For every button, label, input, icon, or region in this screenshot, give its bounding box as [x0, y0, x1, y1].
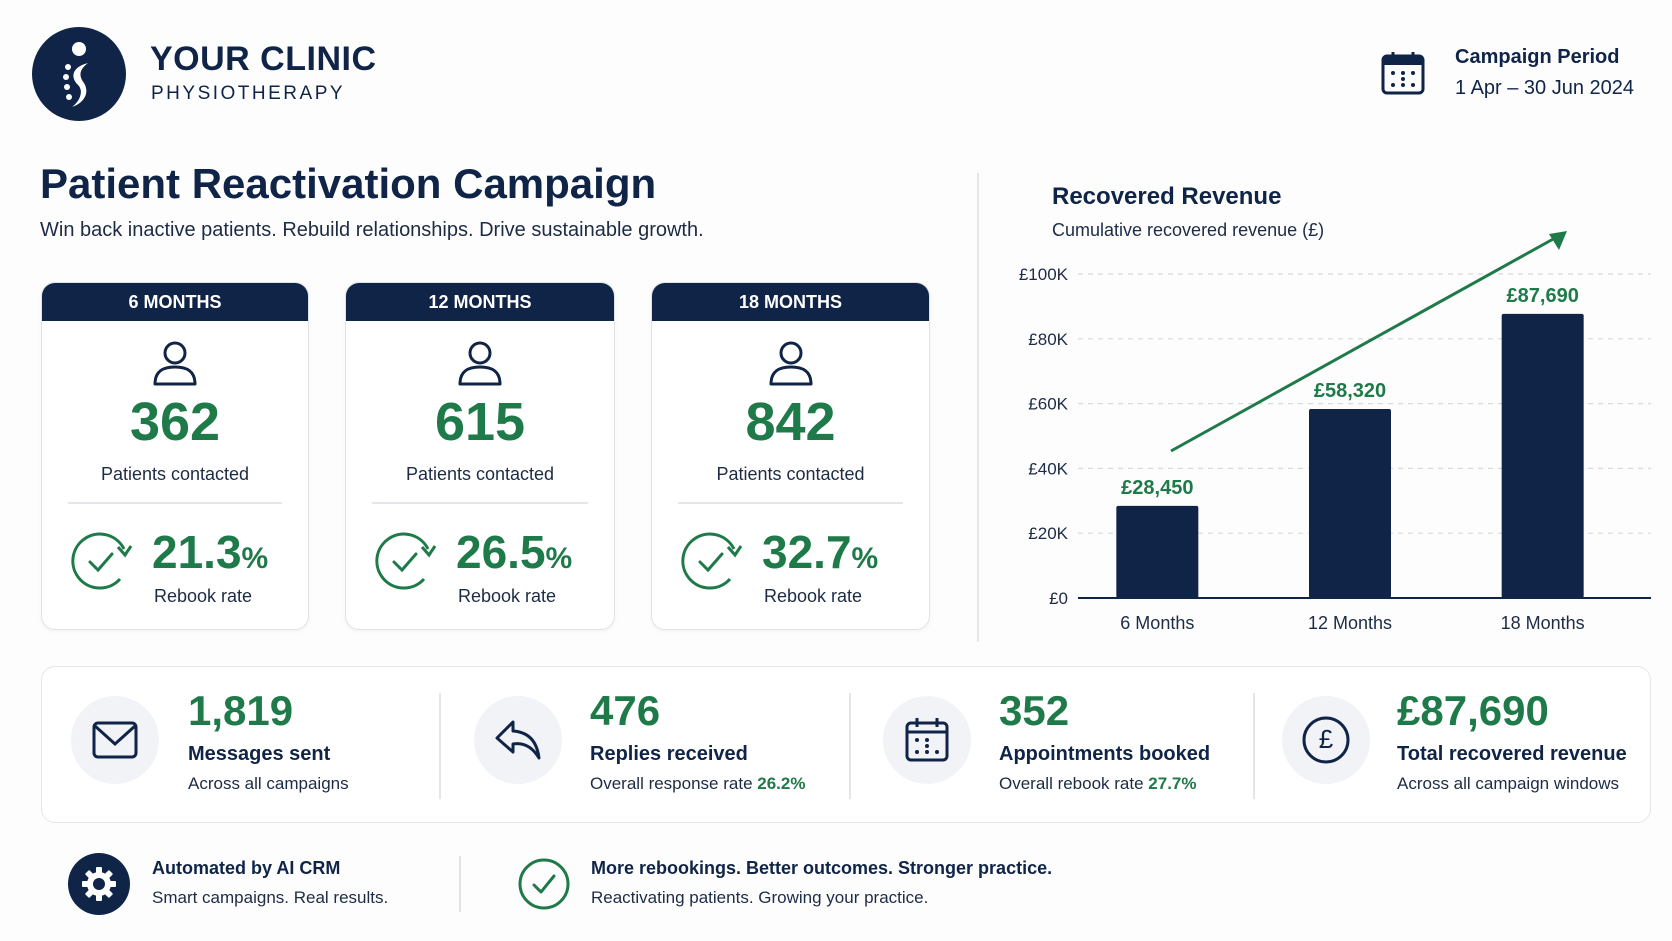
page-subtitle: Win back inactive patients. Rebuild rela… — [40, 219, 704, 241]
card-divider — [68, 502, 282, 504]
patients-contacted-label: Patients contacted — [100, 464, 250, 484]
stat-value: 476 — [590, 687, 661, 734]
stat-subtext: Across all campaigns — [188, 774, 349, 793]
rebook-rate-label: Rebook rate — [458, 586, 557, 606]
calendar-icon — [1380, 50, 1426, 101]
trend-arrow-line — [1170, 236, 1556, 453]
stat-label: Appointments booked — [999, 743, 1211, 765]
stat-divider — [1253, 693, 1255, 799]
patients-contacted-count: 362 — [129, 392, 221, 452]
summary-stats-panel: 1,819 Messages sent Across all campaigns… — [41, 666, 1651, 823]
bar-data-label: £58,320 — [1314, 380, 1386, 402]
stat-value: 1,819 — [188, 687, 294, 734]
stat-highlight: 26.2% — [757, 774, 806, 793]
brand-tagline: PHYSIOTHERAPY — [151, 83, 346, 104]
footer-divider — [459, 856, 461, 912]
trend-arrow-head — [1549, 231, 1567, 250]
stat-subtext: Overall response rate 26.2% — [590, 774, 806, 793]
revenue-bar — [1309, 409, 1391, 598]
stat-divider — [439, 693, 441, 799]
footer-right-title: More rebookings. Better outcomes. Strong… — [591, 858, 1053, 878]
rebook-cycle-check-icon — [71, 532, 133, 590]
calendar-icon — [883, 696, 971, 784]
chart-title: Recovered Revenue — [1052, 183, 1282, 210]
patients-contacted-count: 615 — [434, 392, 526, 452]
stat-highlight: 27.7% — [1148, 774, 1197, 793]
card-header: 6 MONTHS — [42, 283, 308, 321]
revenue-bar — [1501, 313, 1584, 598]
y-tick-label: £80K — [1028, 330, 1068, 349]
stat-value: 352 — [999, 687, 1070, 734]
check-circle-icon — [517, 857, 571, 916]
person-icon — [458, 341, 502, 386]
person-icon — [769, 341, 812, 386]
patients-contacted-count: 842 — [745, 392, 836, 452]
footer-left-title: Automated by AI CRM — [152, 858, 341, 878]
rebook-cycle-check-icon — [681, 532, 743, 590]
campaign-period-value: 1 Apr – 30 Jun 2024 — [1455, 77, 1635, 99]
reply-icon — [474, 696, 562, 784]
revenue-bar-chart: £0 £20K £40K £60K £80K £100K £28,450 6 Months £5… — [1019, 231, 1651, 633]
y-tick-label: £20K — [1028, 524, 1068, 543]
bar-data-label: £87,690 — [1507, 285, 1579, 307]
stat-label: Total recovered revenue — [1397, 743, 1627, 765]
x-tick-label: 12 Months — [1308, 613, 1392, 633]
page-title: Patient Reactivation Campaign — [40, 160, 657, 207]
stat-item: 352 Appointments booked Overall rebook r… — [851, 667, 1251, 821]
person-icon — [153, 341, 197, 386]
y-tick-label: £0 — [1049, 589, 1068, 608]
campaign-card: 6 MONTHS 362 Patients contacted 21.3% Re… — [41, 282, 309, 630]
patients-contacted-label: Patients contacted — [405, 464, 555, 484]
campaign-period-label: Campaign Period — [1455, 46, 1620, 68]
card-divider — [372, 502, 588, 504]
stat-subtext: Across all campaign windows — [1397, 774, 1620, 793]
card-header: 18 MONTHS — [652, 283, 929, 321]
chart-subtitle: Cumulative recovered revenue (£) — [1052, 220, 1325, 240]
campaign-card: 12 MONTHS 615 Patients contacted 26.5% R… — [345, 282, 615, 630]
revenue-bar — [1116, 505, 1199, 598]
y-tick-label: £60K — [1028, 395, 1068, 414]
card-divider — [678, 502, 903, 504]
rebook-rate-value: 21.3% — [152, 526, 269, 578]
pound-icon: £ — [1282, 696, 1370, 784]
rebook-rate-label: Rebook rate — [764, 586, 863, 606]
patients-contacted-label: Patients contacted — [716, 464, 865, 484]
stat-subtext: Overall rebook rate 27.7% — [999, 774, 1197, 793]
spine-figure-icon — [63, 42, 88, 107]
section-divider — [977, 173, 979, 642]
stat-item: 1,819 Messages sent Across all campaigns — [44, 667, 437, 821]
footer-right-subtitle: Reactivating patients. Growing your prac… — [591, 888, 929, 907]
y-tick-label: £100K — [1019, 265, 1069, 284]
stat-divider — [849, 693, 851, 799]
stat-item: 476 Replies received Overall response ra… — [441, 667, 847, 821]
envelope-icon — [71, 696, 159, 784]
x-tick-label: 6 Months — [1120, 613, 1194, 633]
clinic-logo — [32, 27, 126, 121]
x-tick-label: 18 Months — [1501, 613, 1585, 633]
stat-item: £ £87,690 Total recovered revenue Across… — [1255, 667, 1648, 821]
y-tick-label: £40K — [1028, 459, 1068, 478]
gear-icon — [68, 853, 130, 915]
svg-text:£: £ — [1319, 724, 1334, 754]
brand-name: YOUR CLINIC — [150, 40, 377, 78]
stat-value: £87,690 — [1397, 687, 1549, 734]
rebook-cycle-check-icon — [375, 532, 437, 590]
bar-data-label: £28,450 — [1121, 477, 1193, 499]
rebook-rate-label: Rebook rate — [154, 586, 253, 606]
card-header: 12 MONTHS — [346, 283, 614, 321]
rebook-rate-value: 26.5% — [456, 526, 573, 578]
stat-label: Messages sent — [188, 743, 331, 765]
campaign-card: 18 MONTHS 842 Patients contacted 32.7% R… — [651, 282, 930, 630]
footer-left-subtitle: Smart campaigns. Real results. — [152, 888, 389, 907]
rebook-rate-value: 32.7% — [762, 526, 879, 578]
stat-label: Replies received — [590, 743, 748, 765]
